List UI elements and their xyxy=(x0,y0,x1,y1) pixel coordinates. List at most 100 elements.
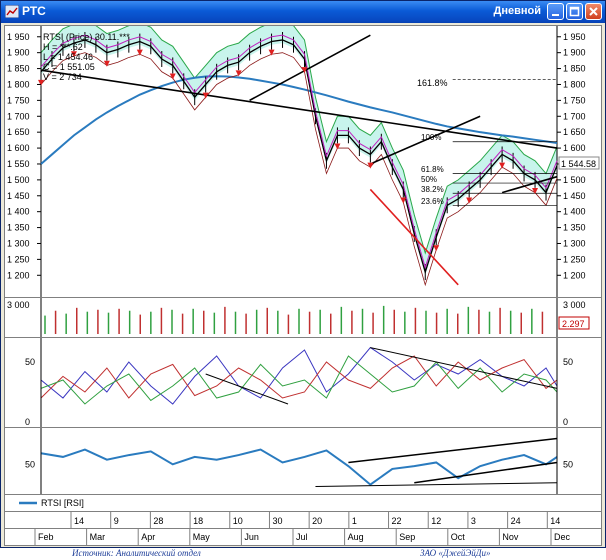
price-trendline xyxy=(249,34,371,102)
app-window: РТС Дневной 1 950 1 950 1 900 1 900 1 850 1 8… xyxy=(0,0,606,548)
fib-label: 38.2% xyxy=(421,185,444,194)
price-trendline xyxy=(369,188,459,286)
price-trendline xyxy=(370,115,481,165)
price-ytick-label: 1 200 xyxy=(7,270,30,280)
x-day-tick-label: 18 xyxy=(193,516,203,526)
oscillator-ytick-label: 0 xyxy=(563,417,568,427)
fib-label: 100% xyxy=(421,133,441,142)
title-bar[interactable]: РТС Дневной xyxy=(1,1,605,23)
price-ytick-label: 1 350 xyxy=(563,223,586,233)
volume-last-label: 2.297 xyxy=(562,319,585,329)
rsi-trendline xyxy=(315,482,558,487)
close-icon xyxy=(589,7,598,16)
oscillator-series-line xyxy=(40,355,558,405)
price-ytick-label: 1 500 xyxy=(7,175,30,185)
chart-icon xyxy=(5,5,19,18)
last-price-box xyxy=(558,156,600,170)
price-signal-marker xyxy=(136,49,143,56)
price-ytick-label: 1 750 xyxy=(7,95,30,105)
legend-label: RTSI [RSI] xyxy=(41,498,84,508)
price-ytick-label: 1 650 xyxy=(7,127,30,137)
oscillator-ytick-label: 0 xyxy=(25,417,30,427)
price-ytick-label: 1 450 xyxy=(563,191,586,201)
x-day-tick-label: 12 xyxy=(431,516,441,526)
x-month-tick-label: Dec xyxy=(554,532,571,542)
oscillator-ytick-label: 50 xyxy=(25,357,35,367)
fib-label: 23.6% xyxy=(421,197,444,206)
maximize-button[interactable] xyxy=(566,3,583,20)
rsi-line xyxy=(40,448,558,486)
price-ytick-label: 1 800 xyxy=(563,79,586,89)
oscillator-series-line xyxy=(40,355,558,399)
minimize-button[interactable] xyxy=(547,3,564,20)
price-ytick-label: 1 350 xyxy=(7,223,30,233)
price-chart-pane[interactable]: 1 950 1 950 1 900 1 900 1 850 1 850 1 800 1 800… xyxy=(5,26,601,298)
price-signal-marker xyxy=(400,197,407,204)
rsi-ytick-label: 50 xyxy=(563,459,573,469)
volume-last-box xyxy=(558,316,590,330)
price-info-line: H = ***.62 xyxy=(43,42,83,52)
x-month-tick-label: Jul xyxy=(296,532,308,542)
price-ytick-label: 1 900 xyxy=(7,48,30,58)
price-signal-marker xyxy=(301,67,308,74)
volume-ytick-label: 3 000 xyxy=(563,300,586,310)
minimize-icon xyxy=(552,14,559,16)
price-ytick-label: 1 400 xyxy=(563,207,586,217)
price-trendline xyxy=(40,69,558,149)
price-signal-marker xyxy=(103,60,110,67)
price-ytick-label: 1 700 xyxy=(7,111,30,121)
last-price-label: 1 544.58 xyxy=(561,159,596,169)
price-signal-marker xyxy=(466,197,473,204)
volume-chart-pane[interactable]: 3 000 3 000 2.297 xyxy=(5,298,601,338)
price-lagging-line xyxy=(40,52,558,287)
x-month-tick-label: Jun xyxy=(244,532,259,542)
source-caption: Источник: Аналитический отдел xyxy=(72,548,201,558)
x-day-tick-label: 14 xyxy=(74,516,84,526)
price-ytick-label: 1 600 xyxy=(563,143,586,153)
price-signal-marker xyxy=(532,188,539,195)
price-signal-marker xyxy=(202,92,209,99)
price-signal-marker xyxy=(70,51,77,58)
period-label[interactable]: Дневной xyxy=(493,5,542,17)
price-ytick-label: 1 550 xyxy=(7,159,30,169)
price-info-line: C = 1 551.05 xyxy=(43,62,95,72)
x-day-tick-label: 9 xyxy=(114,516,119,526)
price-ytick-label: 1 250 xyxy=(7,254,30,264)
x-day-tick-label: 20 xyxy=(312,516,322,526)
close-button[interactable] xyxy=(585,3,602,20)
oscillator-ytick-label: 50 xyxy=(563,357,573,367)
x-day-tick-label: 22 xyxy=(392,516,402,526)
oscillator-trendline xyxy=(205,373,289,405)
price-ytick-label: 1 950 xyxy=(563,32,586,42)
price-info-line: V = 2 734 xyxy=(43,72,82,82)
fib-label: 161.8% xyxy=(417,78,448,88)
price-ytick-label: 1 300 xyxy=(563,238,586,248)
x-month-tick-label: Oct xyxy=(451,532,466,542)
price-signal-marker xyxy=(367,162,374,169)
price-info-line: L = 1 454.46 xyxy=(43,52,93,62)
price-signal-marker xyxy=(268,49,275,56)
x-day-tick-label: 3 xyxy=(471,516,476,526)
x-month-tick-label: Sep xyxy=(399,532,415,542)
price-signal-marker xyxy=(169,73,176,80)
rsi-chart-pane[interactable]: 50 50 RTSI [RSI] 14 9 28 18 10 30 20 1 22 12 3 24 14 F… xyxy=(5,428,601,545)
price-cloud-edge xyxy=(40,26,558,255)
price-close-line xyxy=(40,39,558,275)
price-ytick-label: 1 950 xyxy=(7,32,30,42)
price-ma-long-line xyxy=(40,75,558,165)
price-ytick-label: 1 600 xyxy=(7,143,30,153)
oscillator-chart-pane[interactable]: 50 50 0 0 xyxy=(5,338,601,428)
rsi-trendline xyxy=(348,437,558,464)
x-month-tick-label: Nov xyxy=(502,532,519,542)
chart-area[interactable]: 1 950 1 950 1 900 1 900 1 850 1 850 1 800 1 800… xyxy=(4,25,602,546)
fib-label: 61.8% xyxy=(421,165,444,174)
x-month-tick-label: Aug xyxy=(348,532,364,542)
price-ytick-label: 1 300 xyxy=(7,238,30,248)
x-day-tick-label: 24 xyxy=(511,516,521,526)
price-ytick-label: 1 450 xyxy=(7,191,30,201)
oscillator-series-line xyxy=(40,346,558,405)
x-month-tick-label: Feb xyxy=(38,532,54,542)
price-ytick-label: 1 900 xyxy=(563,48,586,58)
x-month-tick-label: Apr xyxy=(141,532,155,542)
price-signal-marker xyxy=(235,70,242,77)
